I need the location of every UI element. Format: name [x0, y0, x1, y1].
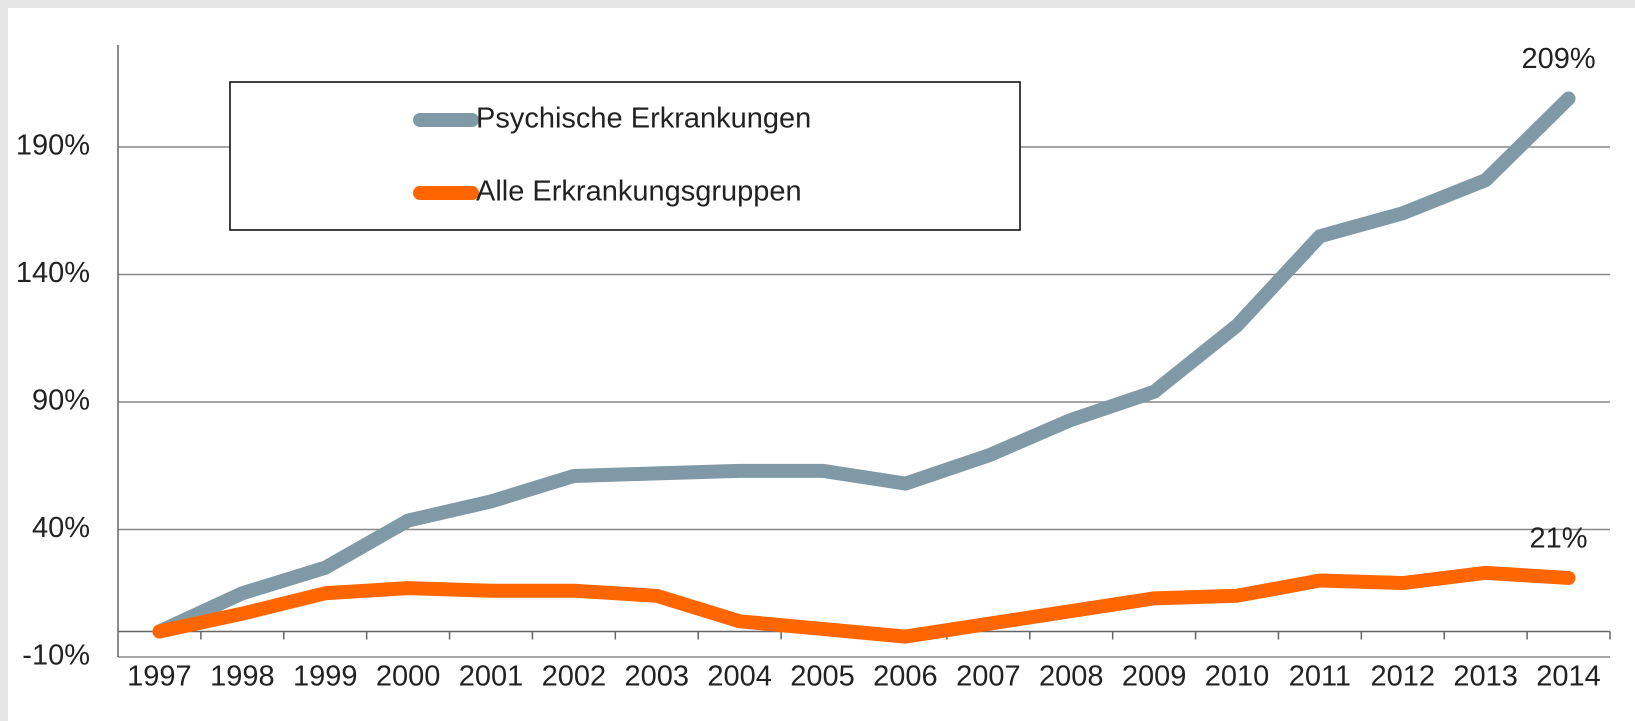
- x-tick-label: 2001: [459, 661, 524, 693]
- x-tick-label: 2000: [376, 661, 441, 693]
- legend-label: Alle Erkrankungsgruppen: [476, 176, 802, 208]
- x-tick-label: 1997: [127, 661, 192, 693]
- x-tick-label: 1999: [293, 661, 358, 693]
- x-tick-label: 2004: [707, 661, 772, 693]
- y-tick-label: 90%: [32, 385, 90, 417]
- legend-label: Psychische Erkrankungen: [476, 103, 811, 135]
- x-tick-label: 2012: [1371, 661, 1436, 693]
- x-tick-label: 2009: [1122, 661, 1187, 693]
- x-tick-label: 2013: [1453, 661, 1518, 693]
- y-tick-label: 40%: [32, 512, 90, 544]
- x-tick-label: 2011: [1289, 661, 1351, 693]
- legend-box: [229, 81, 1021, 231]
- x-tick-label: 2002: [542, 661, 607, 693]
- y-tick-label: 190%: [16, 130, 90, 162]
- x-tick-label: 2005: [790, 661, 855, 693]
- x-tick-label: 2007: [956, 661, 1021, 693]
- y-tick-label: 140%: [16, 257, 90, 289]
- data-label: 21%: [1530, 523, 1588, 555]
- data-label: 209%: [1521, 43, 1595, 75]
- x-tick-label: 1998: [210, 661, 275, 693]
- x-tick-label: 2014: [1536, 661, 1601, 693]
- y-tick-label: -10%: [22, 640, 90, 672]
- series-line: [152, 565, 1576, 644]
- x-tick-label: 2008: [1039, 661, 1104, 693]
- x-tick-label: 2010: [1205, 661, 1270, 693]
- x-tick-label: 2006: [873, 661, 938, 693]
- x-tick-label: 2003: [625, 661, 690, 693]
- series-line: [152, 91, 1576, 639]
